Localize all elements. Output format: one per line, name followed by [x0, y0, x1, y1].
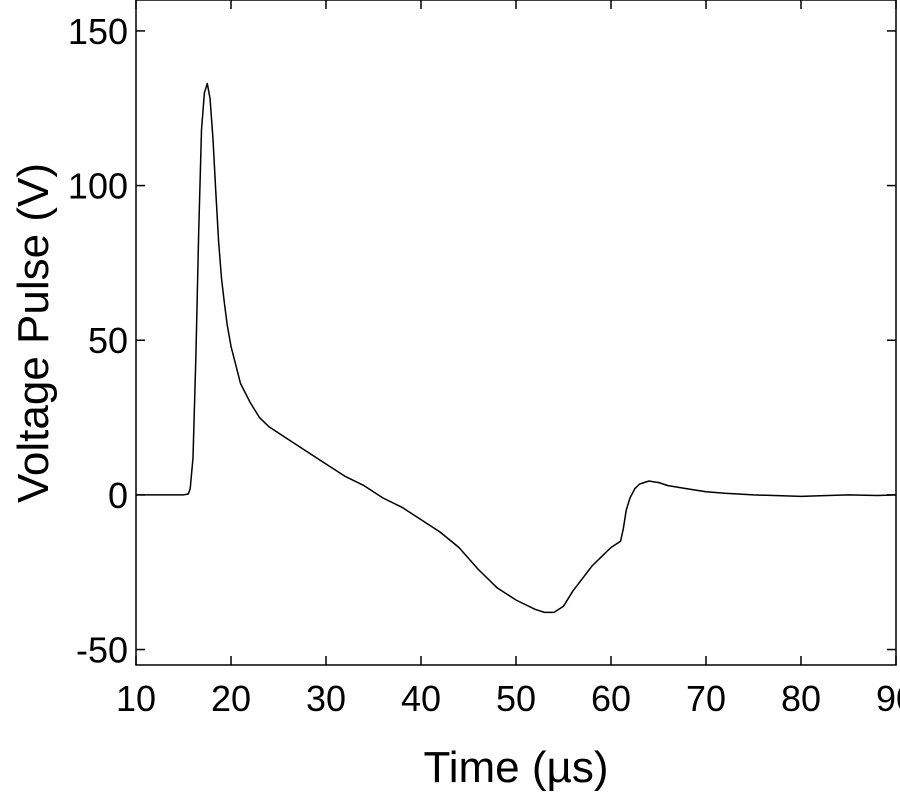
y-tick-label: 0 [108, 475, 128, 516]
x-tick-label: 20 [211, 678, 251, 719]
x-tick-label: 30 [306, 678, 346, 719]
x-tick-label: 10 [116, 678, 156, 719]
y-tick-label: 100 [68, 166, 128, 207]
x-tick-label: 60 [591, 678, 631, 719]
x-tick-label: 80 [781, 678, 821, 719]
x-tick-label: 50 [496, 678, 536, 719]
x-tick-label: 90 [876, 678, 900, 719]
x-tick-label: 40 [401, 678, 441, 719]
plot-frame [135, 0, 897, 666]
y-axis-tick-labels: -50 0 50 100 150 [68, 11, 128, 671]
x-tick-label: 70 [686, 678, 726, 719]
y-axis-label: Voltage Pulse (V) [9, 163, 58, 503]
y-tick-label: 50 [88, 320, 128, 361]
y-axis-ticks [136, 30, 896, 651]
voltage-pulse-line [136, 82, 897, 614]
x-axis-ticks [135, 0, 897, 665]
x-axis-tick-labels: 10 20 30 40 50 60 70 80 90 [116, 678, 900, 719]
x-axis-label: Time (µs) [423, 743, 608, 792]
y-tick-label: -50 [76, 630, 128, 671]
y-tick-label: 150 [68, 11, 128, 52]
